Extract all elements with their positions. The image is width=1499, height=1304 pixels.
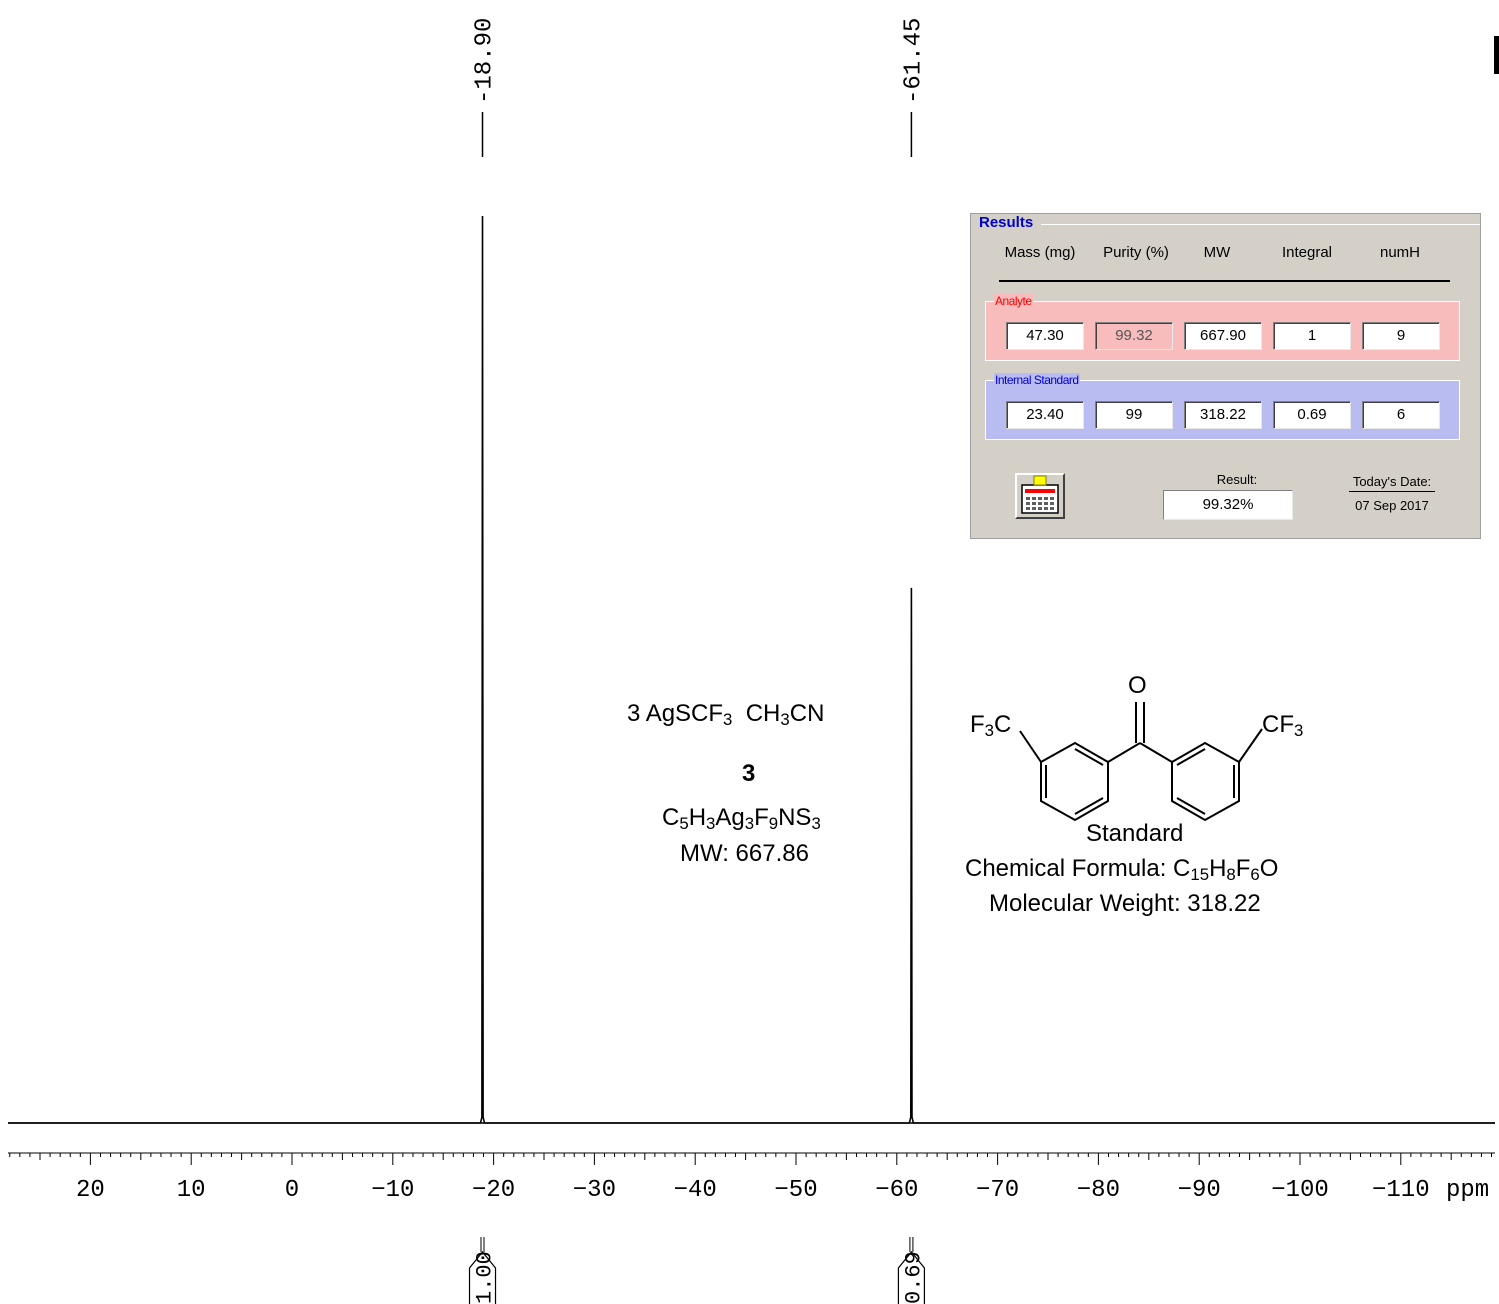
compound-molecular-formula: C5H3Ag3F9NS3	[662, 804, 821, 834]
standard-name: Standard	[1086, 820, 1184, 847]
peak-label: -61.45	[900, 18, 927, 104]
result-value-field: 99.32%	[1163, 490, 1293, 520]
standard-mw-field[interactable]: 318.22	[1184, 401, 1262, 429]
col-head-numh: numH	[1379, 244, 1420, 261]
x-tick-label: −70	[976, 1177, 1019, 1204]
col-head-integral: Integral	[1281, 244, 1333, 261]
standard-numh-field[interactable]: 6	[1362, 401, 1440, 429]
page-edge-mark	[1494, 36, 1499, 74]
calculator-icon	[1021, 475, 1059, 514]
standard-structure-drawing	[1019, 702, 1263, 822]
col-head-mw: MW	[1203, 244, 1231, 261]
peak-label: -18.90	[472, 18, 499, 104]
x-tick-label: −30	[573, 1177, 616, 1204]
compound-mw: MW: 667.86	[680, 840, 809, 867]
results-panel: Results Mass (mg) Purity (%) MW Integral…	[970, 213, 1481, 539]
x-tick-label: −110	[1372, 1177, 1430, 1204]
cf3-right-label: CF3	[1262, 711, 1304, 741]
analyte-label: Analyte	[994, 294, 1033, 308]
standard-mass-field[interactable]: 23.40	[1006, 401, 1084, 429]
integral-marker: 0.69	[897, 1237, 926, 1304]
peak-labels: -18.90 -61.45	[472, 18, 927, 157]
analyte-group: Analyte 47.30 99.32 667.90 1 9	[985, 294, 1460, 361]
integral-markers: 1.00 0.69	[468, 1237, 926, 1304]
col-head-purity: Purity (%)	[1103, 244, 1169, 261]
result-label: Result:	[1216, 472, 1258, 487]
spectrum-trace	[8, 215, 1495, 1124]
date-label: Today's Date:	[1349, 474, 1435, 492]
x-tick-label: −10	[371, 1177, 414, 1204]
x-axis-ticks	[9, 1153, 1493, 1165]
x-tick-label: 10	[177, 1177, 206, 1204]
results-top-border	[1041, 224, 1480, 225]
x-axis-label: ppm	[1446, 1177, 1489, 1204]
x-tick-label: −40	[674, 1177, 717, 1204]
standard-integral-field[interactable]: 0.69	[1273, 401, 1351, 429]
x-tick-label: −50	[774, 1177, 817, 1204]
x-tick-label: −20	[472, 1177, 515, 1204]
analyte-mw-field[interactable]: 667.90	[1184, 322, 1262, 350]
standard-mw: Molecular Weight: 318.22	[989, 890, 1261, 917]
calculate-button[interactable]	[1015, 473, 1065, 519]
analyte-mass-field[interactable]: 47.30	[1006, 322, 1084, 350]
compound-number: 3	[742, 760, 756, 787]
x-tick-label: −100	[1271, 1177, 1329, 1204]
cf3-left-label: F3C	[970, 711, 1012, 741]
analyte-numh-field[interactable]: 9	[1362, 322, 1440, 350]
x-tick-label: −80	[1077, 1177, 1120, 1204]
carbonyl-oxygen-label: O	[1128, 672, 1147, 699]
x-tick-label: 20	[76, 1177, 105, 1204]
internal-standard-group: Internal Standard 23.40 99 318.22 0.69 6	[985, 373, 1460, 440]
analyte-integral-field[interactable]: 1	[1273, 322, 1351, 350]
internal-standard-label: Internal Standard	[994, 373, 1080, 387]
x-axis-tick-labels: 20 10 0 −10 −20 −30 −40 −50 −60 −70 −80 −90 −100 −110	[76, 1177, 1430, 1204]
integral-value: 0.69	[901, 1251, 926, 1304]
compound-formula-label: 3 AgSCF3 CH3CN	[627, 700, 825, 730]
x-tick-label: 0	[285, 1177, 299, 1204]
standard-purity-field[interactable]: 99	[1095, 401, 1173, 429]
standard-formula: Chemical Formula: C15H8F6O	[965, 855, 1279, 885]
col-head-mass: Mass (mg)	[1004, 244, 1076, 261]
x-tick-label: −90	[1178, 1177, 1221, 1204]
results-title: Results	[977, 214, 1036, 231]
header-rule	[999, 280, 1450, 282]
date-value: 07 Sep 2017	[1355, 498, 1429, 513]
x-tick-label: −60	[875, 1177, 918, 1204]
integral-marker: 1.00	[468, 1237, 498, 1304]
analyte-purity-field: 99.32	[1095, 322, 1173, 350]
integral-value: 1.00	[473, 1251, 498, 1304]
